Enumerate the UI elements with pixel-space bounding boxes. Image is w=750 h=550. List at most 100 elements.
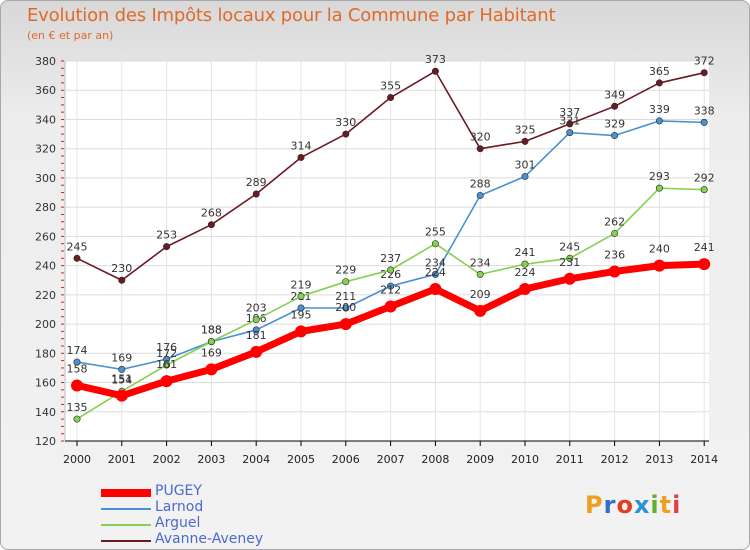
data-point [73,358,81,366]
data-point [653,259,666,272]
legend-label: Larnod [155,499,204,515]
data-label: 135 [67,401,88,414]
data-label: 314 [291,139,312,152]
y-tick-label: 280 [35,201,56,214]
data-label: 240 [649,243,670,256]
x-tick-label: 2009 [466,453,494,466]
data-point [608,265,621,278]
data-point [521,172,529,180]
x-tick-label: 2000 [63,453,91,466]
data-point [698,258,711,271]
data-point [476,145,484,153]
data-label: 188 [201,324,222,337]
data-label: 262 [604,215,625,228]
data-point [700,69,708,77]
data-point [73,415,81,423]
data-label: 181 [246,329,267,342]
data-point [655,79,663,87]
logo-letter: x [633,491,651,519]
y-tick-label: 200 [35,318,56,331]
x-tick-label: 2008 [421,453,449,466]
legend-item: Arguel [101,515,341,533]
data-point [250,345,263,358]
data-label: 268 [201,207,222,220]
y-tick-label: 300 [35,172,56,185]
data-point [519,283,531,295]
y-tick-label: 160 [35,377,56,390]
data-label: 169 [201,346,222,359]
data-point [339,318,352,331]
data-point [387,282,395,290]
data-point [521,137,529,145]
data-point [297,292,305,300]
legend-swatch [101,540,151,542]
logo-letter: i [650,491,660,519]
data-label: 288 [470,177,491,190]
y-tick-label: 240 [35,260,56,273]
data-label: 373 [425,53,446,66]
data-point [476,270,484,278]
data-point [205,363,218,376]
data-label: 355 [380,80,401,93]
data-label: 169 [111,351,132,364]
logo-letter: t [659,491,673,519]
data-label: 245 [67,240,88,253]
data-point [207,221,215,229]
data-point [115,389,128,402]
data-label: 209 [470,288,491,301]
data-label: 338 [694,104,715,117]
data-point [163,243,171,251]
legend-swatch [101,489,151,497]
x-tick-label: 2010 [511,453,539,466]
data-point [611,132,619,140]
data-label: 151 [111,373,132,386]
data-label: 158 [67,362,88,375]
logo-letter: i [672,491,682,519]
data-point [295,325,307,338]
data-point [342,130,350,138]
data-label: 365 [649,65,670,78]
y-tick-label: 120 [35,435,56,448]
legend-swatch [101,524,151,526]
data-label: 200 [335,301,356,314]
legend-label: PUGEY [155,483,202,499]
data-label: 237 [380,252,401,265]
data-label: 293 [649,170,670,183]
data-point [297,153,305,161]
legend-item: Avanne-Aveney [101,531,341,549]
y-tick-label: 360 [35,84,56,97]
data-point [118,276,126,284]
y-tick-label: 140 [35,406,56,419]
data-label: 188 [201,324,222,337]
data-point [252,316,260,324]
data-point [207,338,215,346]
logo-letter: P [585,491,604,519]
data-label: 161 [156,358,177,371]
data-point [521,260,529,268]
data-point [566,120,574,128]
data-point [342,304,350,312]
data-label: 289 [246,176,267,189]
data-label: 241 [515,246,536,259]
data-label: 337 [559,106,580,119]
x-tick-label: 2012 [601,453,629,466]
proxiti-logo: Proxiti [585,491,681,519]
data-label: 203 [246,302,267,315]
data-point [71,379,83,392]
data-label: 253 [156,229,177,242]
x-tick-label: 2013 [645,453,673,466]
data-label: 174 [67,344,88,357]
data-point [566,129,574,137]
data-label: 176 [156,341,177,354]
legend-swatch [101,508,151,510]
data-label: 339 [649,103,670,116]
data-point [297,304,305,312]
y-tick-label: 260 [35,230,56,243]
data-label: 349 [604,88,625,101]
data-label: 172 [156,347,177,360]
logo-letter: o [616,491,634,519]
data-label: 330 [335,116,356,129]
data-point [387,266,395,274]
